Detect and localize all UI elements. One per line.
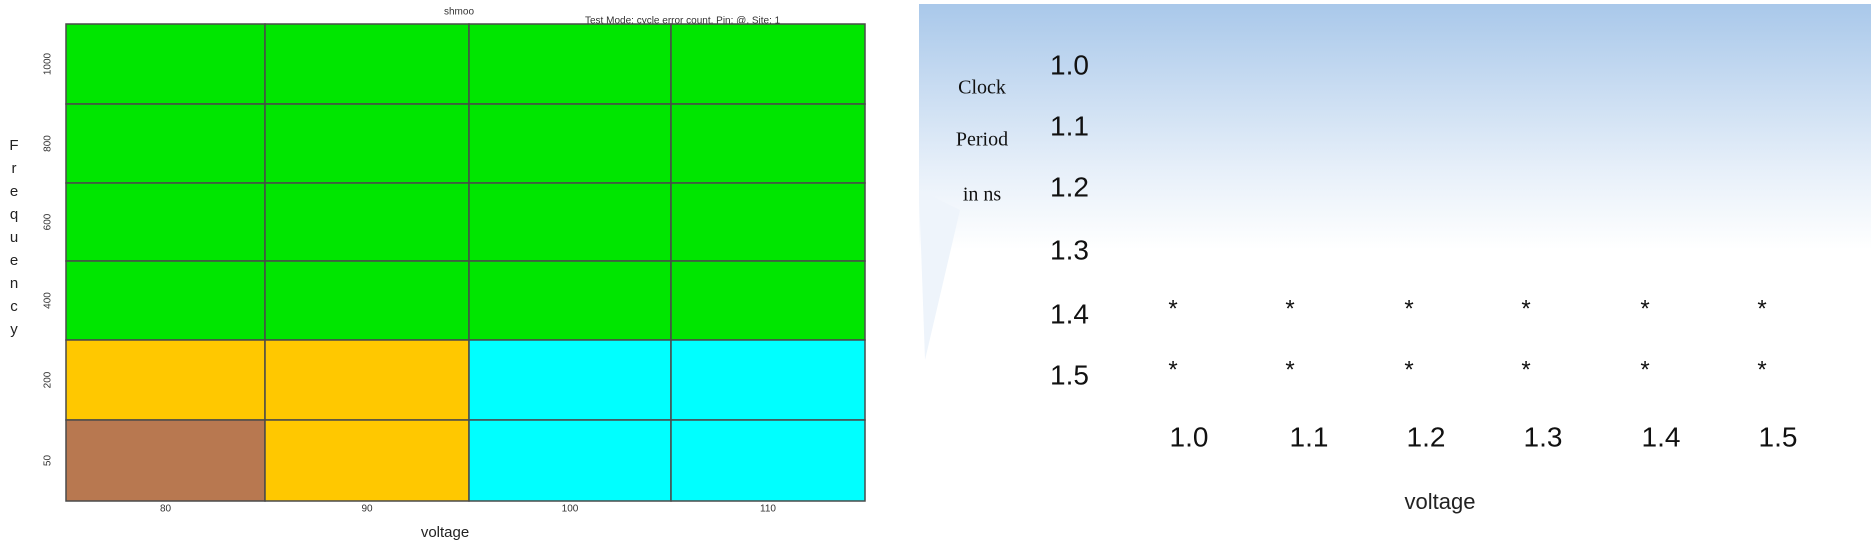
- shmoo-cell: [468, 419, 672, 502]
- x-tick-label: 1.5: [1759, 421, 1798, 452]
- y-axis-letter: n: [10, 275, 18, 292]
- x-axis-label: voltage: [1405, 489, 1476, 514]
- x-tick-label: 1.1: [1290, 421, 1329, 452]
- cell-mark: *: [1168, 356, 1177, 383]
- row-label: 1.3: [1050, 234, 1089, 265]
- row-label: 1.0: [1050, 49, 1089, 80]
- shmoo-cell: [670, 339, 866, 421]
- x-tick-label: 110: [760, 504, 776, 515]
- cell-mark: *: [1285, 295, 1294, 322]
- x-tick-label: 90: [361, 504, 373, 515]
- cell-mark: *: [1757, 295, 1766, 322]
- shmoo-cell: [264, 419, 470, 502]
- y-tick-label: 600: [43, 213, 54, 230]
- y-tick-label: 400: [43, 292, 54, 309]
- cell-mark: *: [1285, 356, 1294, 383]
- cell-mark: *: [1168, 295, 1177, 322]
- row-label: 1.4: [1050, 298, 1089, 329]
- y-axis-letter: e: [10, 183, 18, 200]
- y-tick-label: 200: [43, 371, 54, 388]
- row-label: 1.5: [1050, 359, 1089, 390]
- shmoo-cell: [65, 182, 266, 262]
- shmoo-cell: [468, 103, 672, 184]
- shmoo-cell: [670, 182, 866, 262]
- y-tick-label: 800: [43, 135, 54, 152]
- shmoo-title: shmoo: [444, 7, 474, 18]
- shmoo-cell: [468, 260, 672, 341]
- shmoo-cell: [468, 23, 672, 105]
- cell-mark: *: [1521, 295, 1530, 322]
- x-tick-label: 100: [562, 504, 579, 515]
- y-tick-label: 1000: [43, 52, 54, 75]
- y-title-line: Clock: [958, 77, 1006, 99]
- x-axis-label: voltage: [421, 524, 469, 541]
- y-axis-letter: e: [10, 252, 18, 269]
- watermark-shape: [919, 190, 960, 360]
- x-tick-label: 1.3: [1524, 421, 1563, 452]
- row-label: 1.1: [1050, 110, 1089, 141]
- cell-mark: *: [1521, 356, 1530, 383]
- shmoo-cell: [468, 339, 672, 421]
- shmoo-cell: [468, 182, 672, 262]
- y-axis-letter: u: [10, 229, 18, 246]
- shmoo-cell: [65, 103, 266, 184]
- y-axis-letter: r: [12, 160, 17, 177]
- shmoo-cell: [264, 103, 470, 184]
- y-tick-label: 50: [43, 455, 54, 467]
- shmoo-cell: [264, 182, 470, 262]
- y-axis-letter: F: [9, 137, 18, 154]
- panel-background: [919, 4, 1871, 550]
- shmoo-cell: [264, 23, 470, 105]
- shmoo-cell: [670, 103, 866, 184]
- x-tick-label: 1.4: [1642, 421, 1681, 452]
- cell-mark: *: [1640, 356, 1649, 383]
- cell-mark: *: [1640, 295, 1649, 322]
- y-axis-letter: y: [10, 321, 18, 338]
- x-tick-label: 80: [160, 504, 172, 515]
- x-tick-label: 1.0: [1170, 421, 1209, 452]
- shmoo-cell: [670, 260, 866, 341]
- cell-mark: *: [1404, 295, 1413, 322]
- shmoo-cell: [670, 23, 866, 105]
- cell-mark: *: [1757, 356, 1766, 383]
- y-axis-letter: c: [10, 298, 18, 315]
- y-title-line: in ns: [963, 184, 1002, 206]
- row-label: 1.2: [1050, 171, 1089, 202]
- shmoo-cell: [65, 419, 266, 502]
- shmoo-cell: [65, 260, 266, 341]
- shmoo-cell: [264, 260, 470, 341]
- y-title-line: Period: [956, 129, 1008, 151]
- shmoo-cell: [65, 23, 266, 105]
- x-tick-label: 1.2: [1407, 421, 1446, 452]
- cell-mark: *: [1404, 356, 1413, 383]
- y-axis-letter: q: [10, 206, 18, 223]
- shmoo-cell: [670, 419, 866, 502]
- shmoo-cell: [264, 339, 470, 421]
- test-mode: Test Mode: cycle error count, Pin: @, Si…: [585, 16, 781, 27]
- shmoo-cell: [65, 339, 266, 421]
